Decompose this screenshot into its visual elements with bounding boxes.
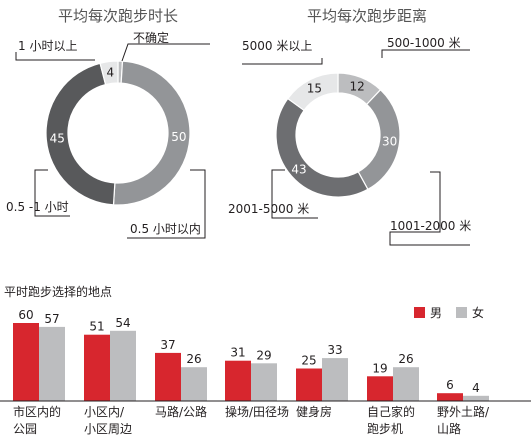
bar-value-5-0: 19 [372, 361, 387, 375]
bar-value-1-1: 54 [115, 316, 130, 330]
bar-value-6-1: 4 [472, 381, 480, 395]
duration-slice-1 [112, 60, 191, 206]
category-label-5-1: 跑步机 [367, 422, 403, 436]
label-distance-2001: 2001-5000 米 [228, 202, 309, 216]
distance-slice-value-3: 15 [307, 82, 322, 96]
bar-2-0 [155, 352, 181, 401]
legend-swatch-male [414, 307, 425, 318]
duration-slice-value-1: 50 [171, 130, 186, 144]
donut-duration: 平均每次跑步时长 50 45 4 不确定 0.5 小时以内 0.5 -1 小时 1 … [6, 7, 210, 239]
bar-1-1 [110, 330, 136, 401]
leader-duration-under-half [127, 169, 206, 239]
legend-swatch-female [456, 307, 467, 318]
category-label-4-0: 健身房 [296, 404, 332, 419]
category-label-5-0: 自己家的 [367, 404, 415, 419]
label-distance-500: 500-1000 米 [387, 36, 461, 50]
duration-title: 平均每次跑步时长 [58, 7, 178, 25]
leader-distance-1001 [389, 171, 470, 246]
bar-value-6-0: 6 [446, 378, 454, 392]
distance-slice-2 [275, 97, 369, 198]
category-label-0-0: 市区内的 [13, 404, 61, 419]
bar-value-3-1: 29 [256, 348, 271, 362]
label-duration-unsure: 不确定 [133, 30, 169, 45]
duration-slice-value-2: 45 [50, 132, 65, 146]
bar-0-0 [13, 323, 39, 401]
leader-distance-500 [381, 49, 470, 58]
legend-label-male: 男 [430, 306, 442, 320]
bar-chart-locations: 平时跑步选择的地点 男 女 60 57 51 54 37 26 31 29 25 33 19 26 6 4… [0, 284, 531, 436]
bar-3-1 [251, 363, 277, 401]
bar-value-4-0: 25 [301, 354, 316, 368]
bar-6-1 [463, 395, 489, 401]
category-label-1-0: 小区内/ [84, 405, 125, 419]
distance-labels: 500-1000 米 1001-2000 米 2001-5000 米 5000 … [228, 36, 471, 246]
category-label-6-1: 山路 [437, 421, 461, 436]
bar-1-0 [84, 334, 110, 401]
bar-value-4-1: 33 [327, 343, 342, 357]
duration-slice-3 [99, 60, 119, 86]
bar-group: 60 57 51 54 37 26 31 29 25 33 19 26 6 4 [13, 308, 489, 401]
bar-value-0-0: 60 [18, 308, 33, 322]
bar-4-1 [322, 358, 348, 401]
distance-slices: 12 30 43 15 [275, 72, 401, 198]
legend: 男 女 [414, 305, 484, 320]
bar-3-0 [225, 360, 251, 401]
bar-value-5-1: 26 [398, 352, 413, 366]
bar-4-0 [296, 368, 322, 401]
category-label-0-1: 公园 [13, 422, 37, 436]
duration-slice-2 [45, 62, 116, 206]
category-label-2-0: 马路/公路 [155, 404, 207, 419]
distance-title: 平均每次跑步距离 [307, 7, 427, 25]
duration-labels: 不确定 0.5 小时以内 0.5 -1 小时 1 小时以上 [6, 30, 210, 239]
bar-value-2-1: 26 [186, 352, 201, 366]
category-label-6-0: 野外土路/ [437, 404, 490, 419]
category-label-3-0: 操场/田径场 [225, 404, 289, 419]
leader-duration-over-one [15, 52, 95, 61]
bar-6-0 [437, 393, 463, 401]
bar-5-0 [367, 376, 393, 401]
donut-distance: 平均每次跑步距离 12 30 43 15 500-1000 米 1001-2000 米… [228, 7, 471, 246]
bar-value-1-0: 51 [89, 320, 104, 334]
distance-slice-value-2: 43 [291, 162, 306, 176]
bar-0-1 [39, 326, 65, 401]
duration-slice-value-3: 4 [107, 65, 115, 79]
bar-5-1 [393, 367, 419, 401]
distance-slice-value-0: 12 [350, 80, 365, 94]
bar-2-1 [181, 367, 207, 401]
duration-slices: 50 45 4 [45, 60, 191, 206]
leader-distance-2001 [271, 169, 318, 219]
bar-chart-title: 平时跑步选择的地点 [4, 284, 112, 299]
bar-value-3-0: 31 [230, 346, 245, 360]
label-distance-5000: 5000 米以上 [242, 39, 312, 53]
label-duration-half-to-one: 0.5 -1 小时 [6, 200, 69, 214]
distance-slice-3 [287, 72, 339, 112]
leader-duration-half-to-one [34, 169, 70, 217]
legend-label-female: 女 [472, 305, 484, 320]
label-distance-1001: 1001-2000 米 [390, 219, 471, 233]
label-duration-over-one: 1 小时以上 [18, 39, 77, 53]
label-duration-under-half: 0.5 小时以内 [130, 222, 201, 236]
category-label-1-1: 小区周边 [84, 422, 132, 436]
leader-distance-5000 [242, 58, 323, 65]
distance-slice-value-1: 30 [382, 135, 397, 149]
bar-value-2-0: 37 [160, 338, 175, 352]
leader-duration-unsure [121, 43, 210, 62]
bar-value-0-1: 57 [44, 312, 59, 326]
